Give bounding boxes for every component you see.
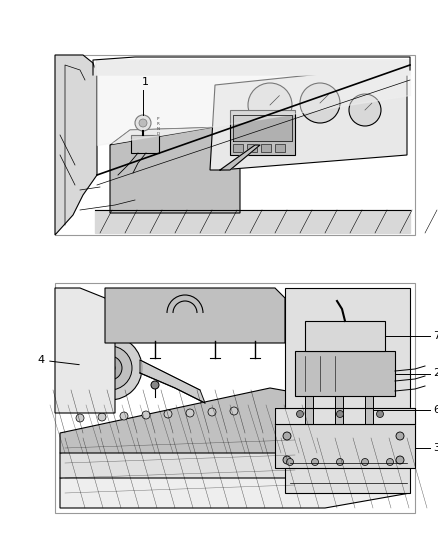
Circle shape <box>164 410 172 418</box>
Polygon shape <box>233 115 292 141</box>
Bar <box>55 283 415 513</box>
Circle shape <box>396 432 404 440</box>
Circle shape <box>120 412 128 420</box>
Text: D: D <box>157 132 160 136</box>
Circle shape <box>208 408 216 416</box>
Circle shape <box>286 458 293 465</box>
Circle shape <box>283 456 291 464</box>
Circle shape <box>283 432 291 440</box>
Bar <box>295 351 395 396</box>
Polygon shape <box>140 360 205 403</box>
Polygon shape <box>60 433 410 508</box>
Circle shape <box>78 336 142 400</box>
Bar <box>261 144 271 152</box>
Circle shape <box>230 407 238 415</box>
Bar <box>275 424 415 468</box>
Circle shape <box>300 83 340 123</box>
Circle shape <box>142 411 150 419</box>
Circle shape <box>297 410 304 417</box>
Circle shape <box>336 410 343 417</box>
Polygon shape <box>110 127 225 145</box>
Polygon shape <box>97 60 410 145</box>
Circle shape <box>135 115 151 131</box>
Polygon shape <box>105 288 285 343</box>
Circle shape <box>386 458 393 465</box>
Bar <box>305 394 313 424</box>
Text: N: N <box>157 127 160 131</box>
Polygon shape <box>60 388 410 453</box>
Polygon shape <box>55 55 97 235</box>
Circle shape <box>336 458 343 465</box>
Bar <box>365 394 373 424</box>
Text: 3: 3 <box>433 443 438 453</box>
Circle shape <box>139 119 147 127</box>
Text: 6: 6 <box>433 405 438 415</box>
Circle shape <box>377 410 384 417</box>
Circle shape <box>98 413 106 421</box>
Circle shape <box>151 381 159 389</box>
Polygon shape <box>55 288 115 413</box>
Bar <box>305 321 385 351</box>
Bar <box>335 394 343 424</box>
Circle shape <box>311 458 318 465</box>
Circle shape <box>361 458 368 465</box>
Circle shape <box>396 456 404 464</box>
Text: R: R <box>157 122 160 126</box>
Polygon shape <box>93 60 410 75</box>
Polygon shape <box>95 210 410 233</box>
Circle shape <box>248 83 292 127</box>
Bar <box>233 144 243 152</box>
Circle shape <box>186 409 194 417</box>
Bar <box>230 110 295 155</box>
Circle shape <box>98 356 122 380</box>
Text: 2: 2 <box>433 368 438 378</box>
Polygon shape <box>285 288 410 493</box>
Text: 4: 4 <box>37 355 79 365</box>
Polygon shape <box>210 65 407 170</box>
Text: 1: 1 <box>141 77 148 87</box>
Circle shape <box>88 346 132 390</box>
Polygon shape <box>60 403 410 478</box>
Bar <box>131 135 159 153</box>
Polygon shape <box>275 408 415 424</box>
Circle shape <box>76 414 84 422</box>
Bar <box>247 144 257 152</box>
Bar <box>275 144 285 152</box>
Circle shape <box>349 94 381 126</box>
Polygon shape <box>220 145 260 170</box>
Bar <box>55 55 415 235</box>
Text: 7: 7 <box>433 331 438 341</box>
Circle shape <box>105 363 115 373</box>
Text: P: P <box>157 117 159 121</box>
Polygon shape <box>110 127 240 213</box>
